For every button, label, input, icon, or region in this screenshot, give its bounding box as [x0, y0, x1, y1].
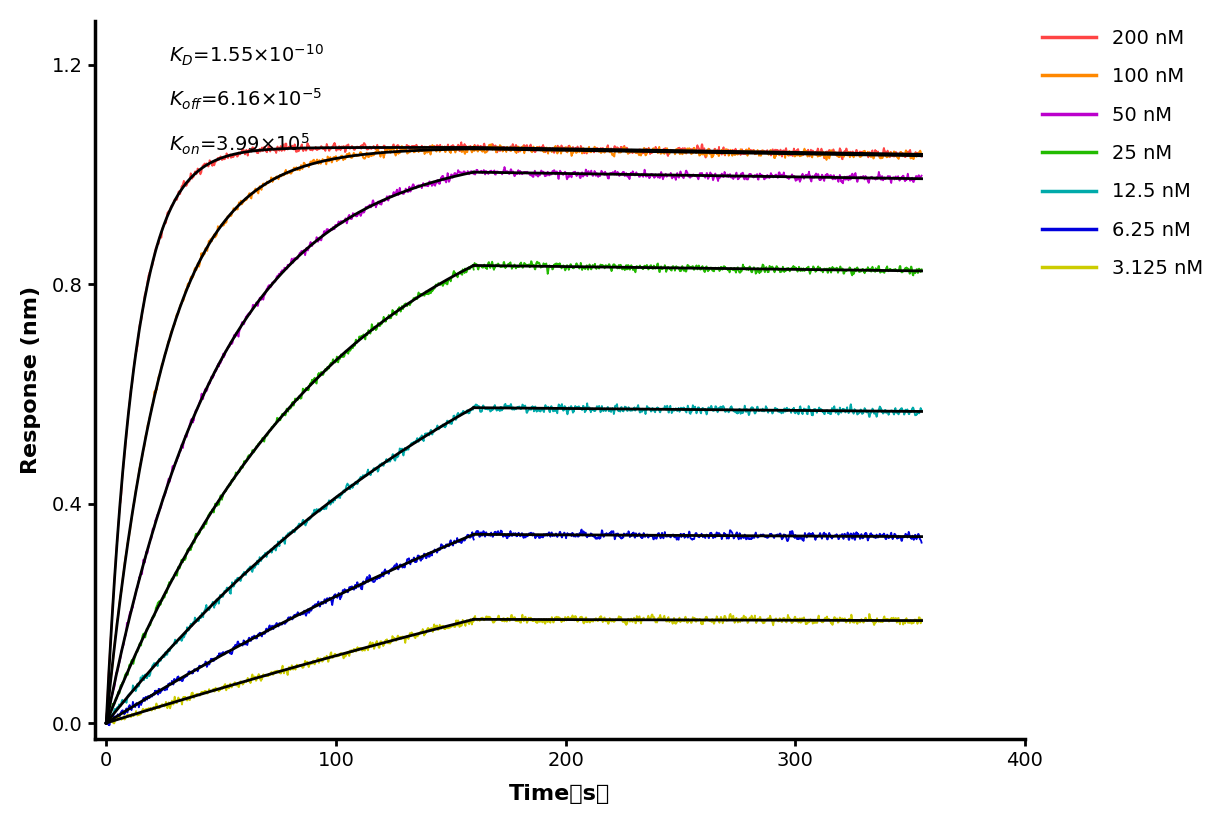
Y-axis label: Response (nm): Response (nm) [21, 286, 41, 474]
X-axis label: Time（s）: Time（s） [509, 785, 611, 804]
Legend: 200 nM, 100 nM, 50 nM, 25 nM, 12.5 nM, 6.25 nM, 3.125 nM: 200 nM, 100 nM, 50 nM, 25 nM, 12.5 nM, 6… [1034, 21, 1211, 286]
Text: $K_D$=1.55×10$^{-10}$
$K_{off}$=6.16×10$^{-5}$
$K_{on}$=3.99×10$^{5}$: $K_D$=1.55×10$^{-10}$ $K_{off}$=6.16×10$… [169, 42, 324, 158]
